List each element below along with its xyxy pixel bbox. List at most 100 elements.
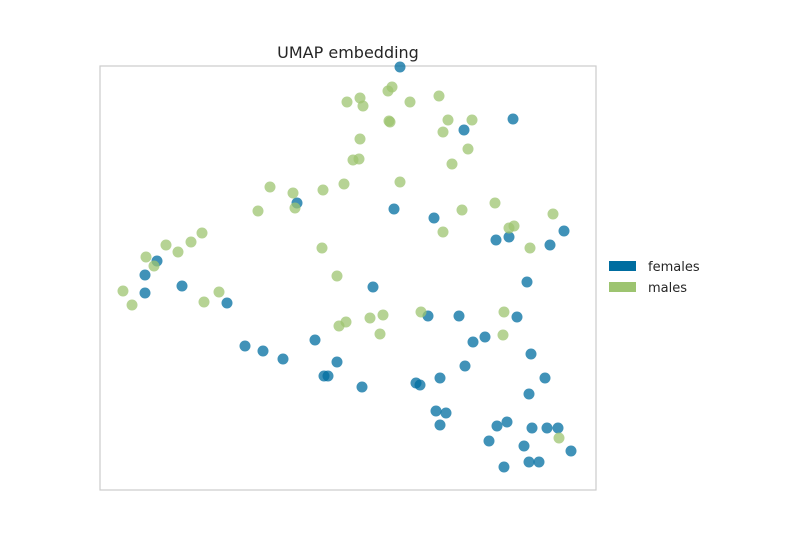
plot-area-frame: [99, 65, 597, 491]
point-males-27: [437, 226, 449, 238]
point-males-24: [316, 242, 328, 254]
point-males-48: [415, 306, 427, 318]
point-males-44: [364, 312, 376, 324]
point-males-25: [489, 197, 501, 209]
point-males-38: [117, 285, 129, 297]
point-males-11: [466, 114, 478, 126]
point-females-8: [490, 234, 502, 246]
point-females-29: [356, 381, 368, 393]
point-males-1: [382, 85, 394, 97]
point-females-31: [414, 379, 426, 391]
point-males-47: [374, 328, 386, 340]
point-males-41: [198, 296, 210, 308]
point-females-50: [498, 461, 510, 473]
point-males-43: [377, 309, 389, 321]
point-males-36: [140, 251, 152, 263]
point-males-19: [317, 184, 329, 196]
point-females-39: [434, 419, 446, 431]
point-females-19: [511, 311, 523, 323]
point-males-14: [353, 153, 365, 165]
chart-title: UMAP embedding: [277, 43, 419, 62]
point-females-16: [521, 276, 533, 288]
point-females-25: [309, 334, 321, 346]
legend-swatch-males: [609, 282, 636, 292]
point-males-21: [287, 187, 299, 199]
point-females-42: [526, 422, 538, 434]
point-females-47: [565, 445, 577, 457]
point-males-17: [446, 158, 458, 170]
point-females-4: [388, 203, 400, 215]
point-females-5: [428, 212, 440, 224]
point-males-12: [354, 133, 366, 145]
point-females-45: [483, 435, 495, 447]
point-females-24: [277, 353, 289, 365]
point-males-34: [172, 246, 184, 258]
point-females-7: [503, 231, 515, 243]
point-females-18: [453, 310, 465, 322]
point-females-33: [459, 360, 471, 372]
point-males-40: [213, 286, 225, 298]
point-females-12: [139, 287, 151, 299]
point-females-28: [318, 370, 330, 382]
point-males-46: [333, 320, 345, 332]
point-females-22: [239, 340, 251, 352]
scatter-points: [117, 61, 577, 473]
point-males-51: [553, 432, 565, 444]
point-males-50: [497, 329, 509, 341]
point-males-29: [508, 220, 520, 232]
point-females-9: [544, 239, 556, 251]
point-females-37: [430, 405, 442, 417]
point-females-20: [479, 331, 491, 343]
point-males-39: [126, 299, 138, 311]
point-females-34: [525, 348, 537, 360]
point-females-43: [541, 422, 553, 434]
point-males-37: [148, 260, 160, 272]
point-males-26: [456, 204, 468, 216]
point-females-32: [434, 372, 446, 384]
point-females-1: [507, 113, 519, 125]
point-females-14: [221, 297, 233, 309]
point-females-26: [331, 356, 343, 368]
point-females-35: [539, 372, 551, 384]
legend-label-females: females: [648, 260, 700, 275]
point-males-49: [498, 306, 510, 318]
point-females-38: [440, 407, 452, 419]
point-males-8: [442, 114, 454, 126]
point-males-30: [547, 208, 559, 220]
point-males-35: [160, 239, 172, 251]
point-males-3: [404, 96, 416, 108]
point-males-18: [394, 176, 406, 188]
point-males-5: [341, 96, 353, 108]
point-females-49: [523, 456, 535, 468]
point-males-4: [433, 90, 445, 102]
legend-label-males: males: [648, 281, 687, 296]
point-females-41: [491, 420, 503, 432]
point-females-13: [176, 280, 188, 292]
point-females-40: [501, 416, 513, 428]
legend: females males: [609, 260, 700, 296]
point-females-2: [458, 124, 470, 136]
point-males-6: [357, 100, 369, 112]
point-males-10: [383, 115, 395, 127]
point-males-33: [185, 236, 197, 248]
point-males-31: [524, 242, 536, 254]
point-females-10: [139, 269, 151, 281]
point-females-15: [367, 281, 379, 293]
point-females-46: [518, 440, 530, 452]
point-females-6: [558, 225, 570, 237]
point-males-15: [462, 143, 474, 155]
point-males-16: [338, 178, 350, 190]
point-females-36: [523, 388, 535, 400]
point-males-20: [264, 181, 276, 193]
legend-swatch-females: [609, 261, 636, 271]
point-females-44: [552, 422, 564, 434]
point-females-21: [467, 336, 479, 348]
point-males-9: [437, 126, 449, 138]
point-females-0: [394, 61, 406, 73]
point-males-23: [289, 202, 301, 214]
point-males-22: [252, 205, 264, 217]
point-males-42: [331, 270, 343, 282]
point-females-23: [257, 345, 269, 357]
point-males-32: [196, 227, 208, 239]
